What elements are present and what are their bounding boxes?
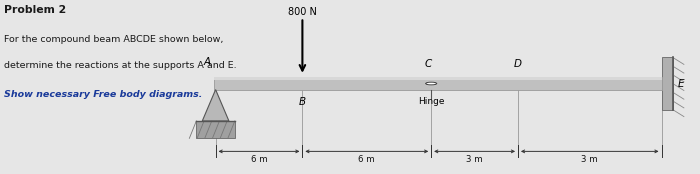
Text: A: A: [204, 57, 211, 67]
Text: 800 N: 800 N: [288, 7, 317, 17]
Text: Hinge: Hinge: [418, 97, 444, 106]
Text: 6 m: 6 m: [358, 155, 375, 164]
Bar: [214, 77, 662, 80]
Text: D: D: [514, 59, 522, 69]
Text: Problem 2: Problem 2: [4, 5, 66, 15]
Text: E: E: [678, 78, 685, 89]
Text: B: B: [299, 97, 306, 106]
Text: For the compound beam ABCDE shown below,: For the compound beam ABCDE shown below,: [4, 35, 223, 44]
Text: C: C: [424, 59, 431, 69]
Text: determine the reactions at the supports A and E.: determine the reactions at the supports …: [4, 61, 236, 70]
Text: Show necessary Free body diagrams.: Show necessary Free body diagrams.: [4, 90, 202, 100]
Bar: [196, 121, 235, 138]
Bar: [662, 57, 673, 110]
Text: 3 m: 3 m: [466, 155, 483, 164]
Polygon shape: [202, 90, 229, 121]
Circle shape: [426, 82, 437, 85]
Bar: [214, 77, 662, 90]
Text: 3 m: 3 m: [582, 155, 598, 164]
Text: 6 m: 6 m: [251, 155, 267, 164]
